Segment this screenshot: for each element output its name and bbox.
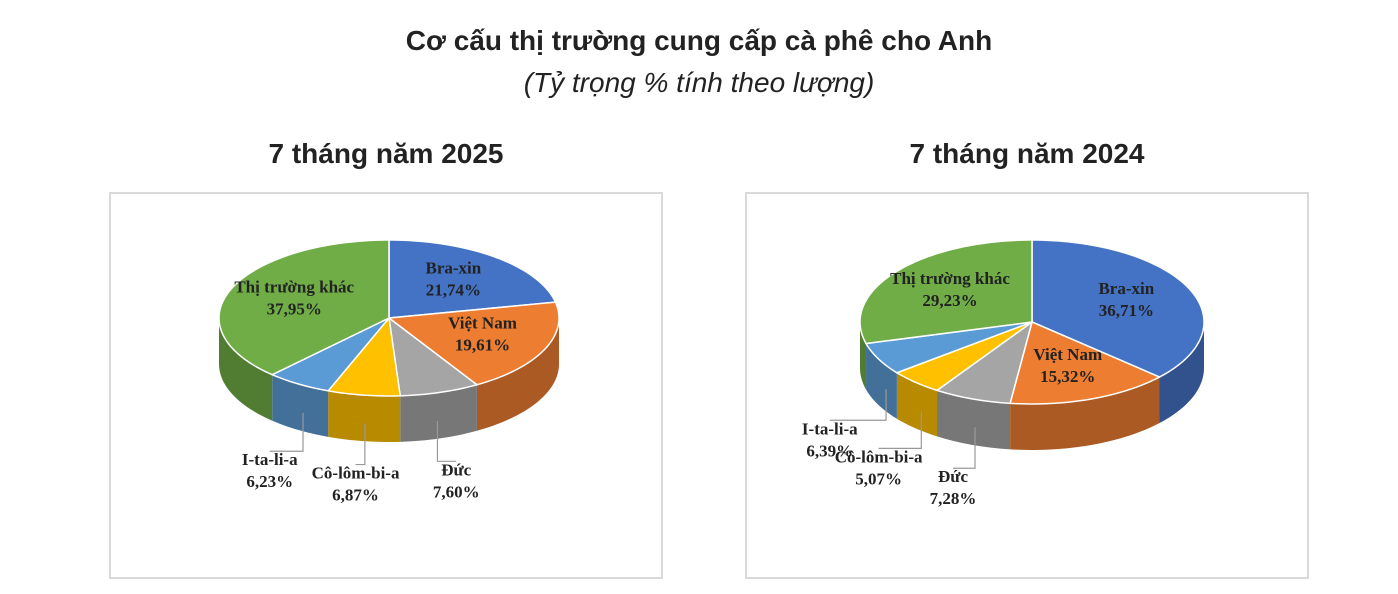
slice-label: Bra-xin [426, 259, 482, 278]
slice-label: I-ta-li-a [242, 450, 298, 469]
leader-line [953, 427, 976, 469]
leader-line [269, 412, 304, 452]
slice-side [400, 384, 477, 442]
slice [387, 316, 479, 397]
slice-side [866, 343, 897, 419]
slice-side [272, 374, 329, 437]
slice [387, 301, 560, 386]
leader-line [878, 411, 922, 449]
slice [895, 321, 1033, 392]
slice-label: Việt Nam [448, 314, 517, 333]
slice [270, 317, 390, 392]
value-label: 15,32% [1040, 367, 1095, 386]
leader-line [829, 389, 887, 421]
value-label: 6,23% [246, 472, 293, 491]
slice [218, 239, 390, 376]
value-label: 29,23% [922, 291, 977, 310]
value-label: 19,61% [455, 336, 510, 355]
slice-label: I-ta-li-a [802, 419, 858, 438]
slice-side [1010, 377, 1160, 450]
slice [1009, 320, 1162, 405]
slice [859, 239, 1033, 345]
chart-title: 7 tháng năm 2024 [910, 138, 1145, 169]
slice-side [1159, 322, 1204, 424]
slice-label: Việt Nam [1033, 345, 1102, 364]
slice-side [476, 318, 559, 431]
chart-title: 7 tháng năm 2025 [269, 138, 504, 169]
slice-side [896, 372, 938, 437]
title: Cơ cấu thị trường cung cấp cà phê cho An… [406, 25, 992, 56]
value-label: 6,39% [806, 441, 853, 460]
slice [326, 316, 402, 397]
value-label: 7,60% [433, 482, 480, 501]
value-label: 5,07% [855, 469, 902, 488]
leader-line [436, 420, 457, 462]
slice-label: Cô-lôm-bi-a [312, 464, 400, 483]
slice-label: Bra-xin [1098, 279, 1154, 298]
slice-label: Đức [938, 467, 968, 486]
slice-label: Thị trường khác [890, 269, 1010, 288]
slice-label: Cô-lôm-bi-a [835, 447, 923, 466]
slice-side [860, 322, 867, 390]
value-label: 37,95% [267, 300, 322, 319]
slice-label: Đức [441, 460, 471, 479]
slice-side [328, 390, 401, 442]
value-label: 36,71% [1099, 301, 1154, 320]
subtitle: (Tỷ trọng % tính theo lượng) [524, 67, 875, 98]
value-label: 21,74% [426, 281, 481, 300]
leader-line [355, 423, 366, 466]
slice-label: Thị trường khác [234, 278, 354, 297]
slice-side [219, 318, 273, 421]
slice [935, 320, 1034, 405]
slice [1031, 239, 1205, 378]
value-label: 6,87% [332, 486, 379, 505]
slice [388, 239, 557, 319]
value-label: 7,28% [930, 489, 977, 508]
slice [864, 321, 1033, 374]
slice-side [937, 390, 1011, 450]
